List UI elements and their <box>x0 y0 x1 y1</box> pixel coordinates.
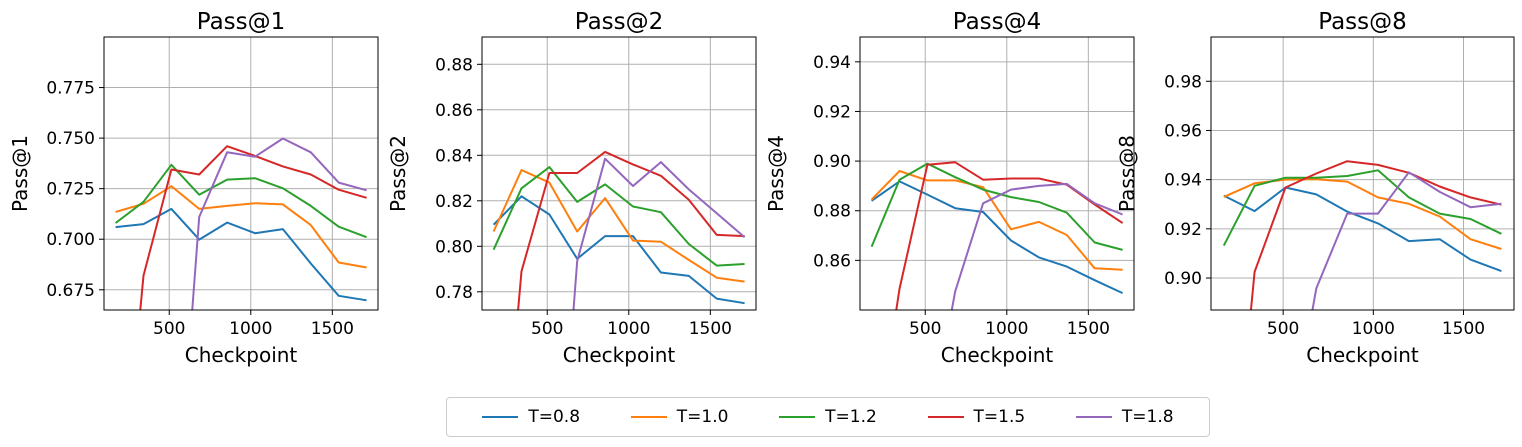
y-tick-label-2-2: 0.90 <box>813 152 851 172</box>
x-tick-label-1-2: 1500 <box>689 319 732 339</box>
axes-frame-3 <box>1210 36 1515 311</box>
axes-frame-0 <box>103 36 379 311</box>
legend-swatch-2 <box>779 416 816 418</box>
series-line-1-0 <box>492 195 745 305</box>
legend-swatch-4 <box>1075 416 1112 418</box>
legend-swatch-1 <box>630 416 667 418</box>
x-tick-label-0-2: 1500 <box>311 319 354 339</box>
y-axis-label-3: Pass@8 <box>1115 135 1139 212</box>
x-axis-label-0: Checkpoint <box>185 343 298 367</box>
x-axis-label-1: Checkpoint <box>563 343 676 367</box>
y-tick-label-2-4: 0.94 <box>813 53 851 73</box>
y-tick-label-2-1: 0.88 <box>813 202 851 222</box>
y-axis-label-1: Pass@2 <box>386 135 410 212</box>
y-tick-label-0-0: 0.675 <box>46 281 95 301</box>
y-tick-label-2-3: 0.92 <box>813 102 851 122</box>
y-tick-label-2-0: 0.86 <box>813 251 851 271</box>
legend-item-0: T=0.8 <box>482 407 580 427</box>
legend-item-3: T=1.5 <box>927 407 1026 427</box>
x-tick-label-3-0: 500 <box>1267 319 1299 339</box>
chart-title-3: Pass@8 <box>1318 9 1407 35</box>
y-tick-label-0-2: 0.725 <box>46 180 95 200</box>
x-tick-label-0-1: 1000 <box>229 319 272 339</box>
x-axis-label-2: Checkpoint <box>941 343 1054 367</box>
legend-label-2: T=1.2 <box>825 407 877 427</box>
y-tick-label-0-1: 0.700 <box>46 230 95 250</box>
series-line-0-1 <box>115 185 367 269</box>
x-tick-label-2-0: 500 <box>909 319 941 339</box>
series-line-0-3 <box>139 145 367 310</box>
series-line-3-4 <box>1311 171 1502 310</box>
series-line-2-4 <box>950 182 1123 310</box>
legend-item-4: T=1.8 <box>1075 407 1174 427</box>
y-tick-label-3-3: 0.96 <box>1164 121 1202 141</box>
y-tick-label-3-0: 0.90 <box>1164 269 1202 289</box>
legend: T=0.8 T=1.0 T=1.2 T=1.5 T=1.8 <box>446 397 1210 437</box>
chart-panel-3: 500 1000 1500 0.90 0.92 0.94 0.96 0.98 Pass@8 Che… <box>1115 9 1515 367</box>
y-tick-label-3-4: 0.98 <box>1164 72 1202 92</box>
legend-swatch-3 <box>927 416 964 418</box>
x-tick-label-3-1: 1000 <box>1352 319 1395 339</box>
legend-item-2: T=1.2 <box>779 407 877 427</box>
series-line-0-4 <box>191 137 367 310</box>
x-tick-label-2-1: 1000 <box>985 319 1028 339</box>
axes-frame-2 <box>859 36 1135 311</box>
legend-item-1: T=1.0 <box>630 407 729 427</box>
series-line-1-2 <box>492 166 745 267</box>
legend-label-3: T=1.5 <box>973 407 1026 427</box>
chart-title-1: Pass@2 <box>575 9 664 35</box>
series-line-1-4 <box>572 157 746 310</box>
y-tick-label-1-5: 0.88 <box>435 55 473 75</box>
y-tick-label-1-3: 0.84 <box>435 146 473 166</box>
series-line-1-3 <box>517 150 745 310</box>
axes-frame-1 <box>481 36 757 311</box>
x-tick-label-1-0: 500 <box>531 319 563 339</box>
chart-panel-2: 500 1000 1500 0.86 0.88 0.90 0.92 0.94 Pass@4 Che… <box>764 9 1135 367</box>
series-line-3-0 <box>1223 186 1502 273</box>
y-tick-label-0-3: 0.750 <box>46 129 95 149</box>
y-tick-label-3-1: 0.92 <box>1164 220 1202 240</box>
series-line-1-1 <box>492 169 745 283</box>
x-tick-label-0-0: 500 <box>153 319 185 339</box>
x-tick-label-3-2: 1500 <box>1442 319 1485 339</box>
y-tick-label-1-0: 0.78 <box>435 283 473 303</box>
y-tick-label-3-2: 0.94 <box>1164 171 1202 191</box>
series-line-2-2 <box>870 162 1123 251</box>
series-line-3-3 <box>1249 160 1502 310</box>
chart-title-2: Pass@4 <box>953 9 1042 35</box>
x-tick-label-1-1: 1000 <box>607 319 650 339</box>
y-tick-label-1-1: 0.80 <box>435 237 473 257</box>
legend-swatch-0 <box>482 416 519 418</box>
series-line-3-2 <box>1222 169 1502 247</box>
legend-label-0: T=0.8 <box>528 407 581 427</box>
series-line-2-1 <box>870 170 1123 271</box>
y-axis-label-2: Pass@4 <box>764 135 788 212</box>
chart-panel-1: 500 1000 1500 0.78 0.80 0.82 0.84 0.86 0.88 Pass@… <box>386 9 757 367</box>
y-axis-label-0: Pass@1 <box>8 135 32 212</box>
series-line-0-2 <box>114 163 367 239</box>
series-line-0-0 <box>115 207 367 302</box>
y-tick-label-1-4: 0.86 <box>435 101 473 121</box>
y-tick-label-1-2: 0.82 <box>435 192 473 212</box>
x-axis-label-3: Checkpoint <box>1306 343 1419 367</box>
legend-label-1: T=1.0 <box>676 407 729 427</box>
chart-panel-0: 500 1000 1500 0.675 0.700 0.725 0.750 0.775 Pass… <box>8 9 379 367</box>
series-line-2-0 <box>871 180 1124 295</box>
x-tick-label-2-2: 1500 <box>1067 319 1110 339</box>
chart-title-0: Pass@1 <box>197 9 286 35</box>
y-tick-label-0-4: 0.775 <box>46 79 95 99</box>
legend-label-4: T=1.8 <box>1121 407 1174 427</box>
